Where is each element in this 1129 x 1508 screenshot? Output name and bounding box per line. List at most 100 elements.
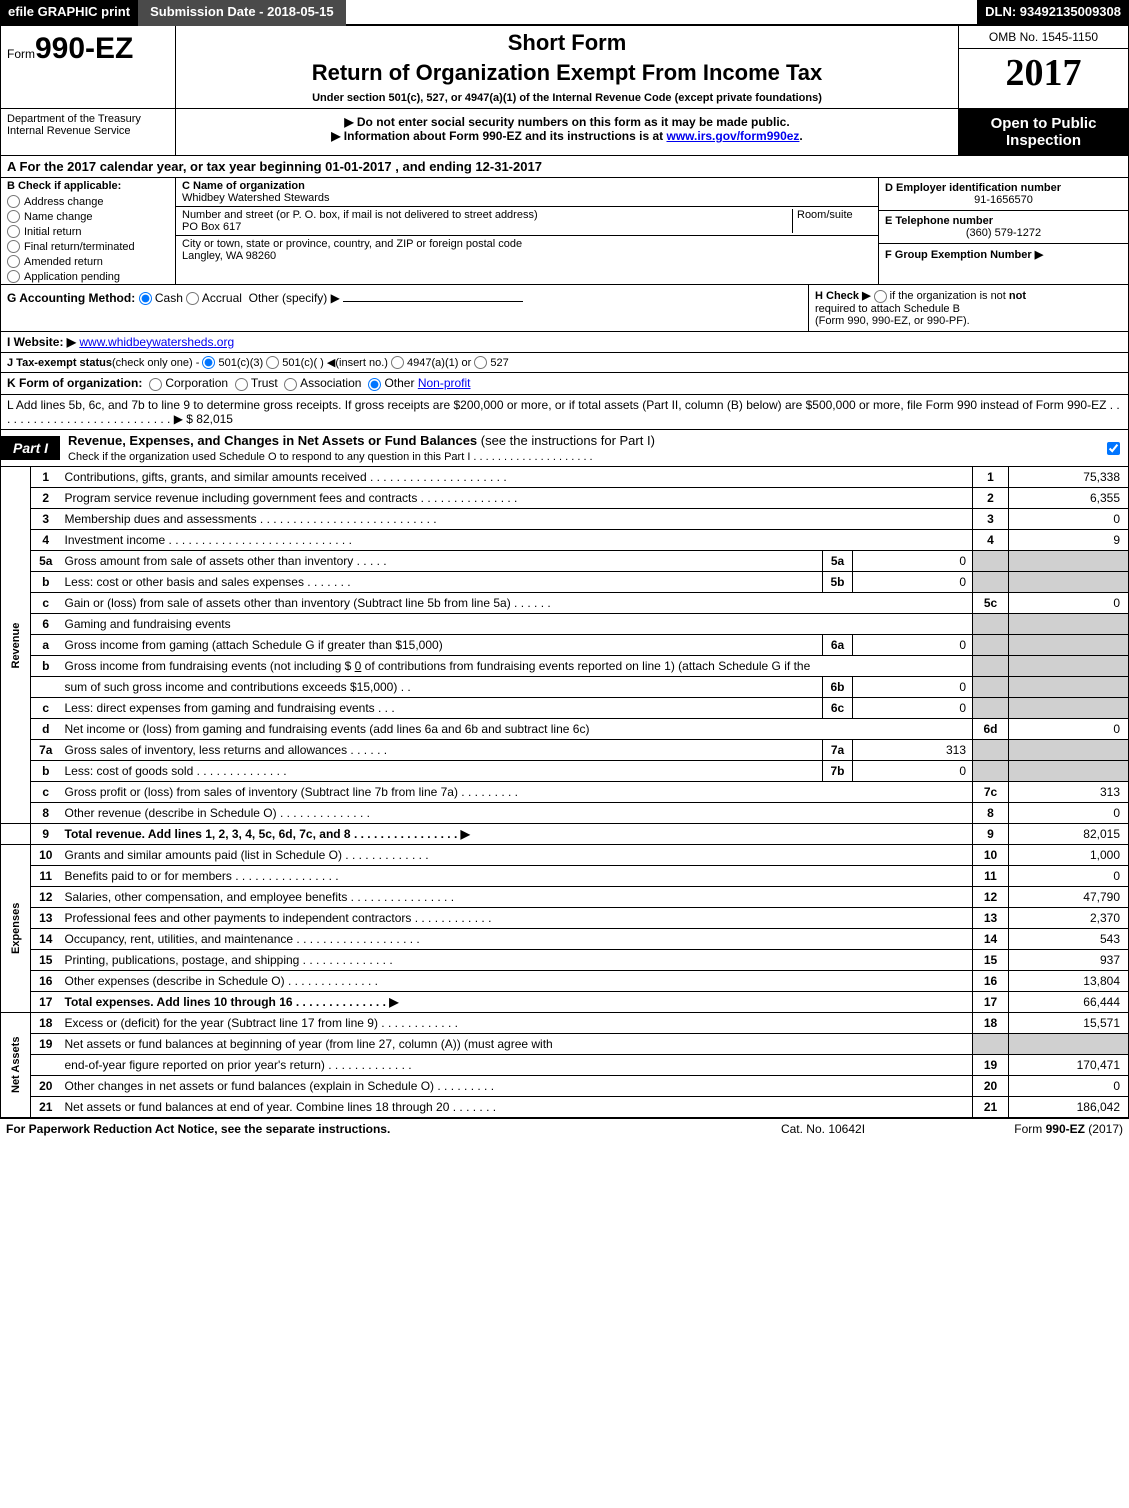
line-num: d [31, 718, 61, 739]
other-org-link[interactable]: Non-profit [418, 376, 471, 390]
section-g: G Accounting Method: Cash Accrual Other … [1, 285, 808, 331]
dln-label: DLN: 93492135009308 [977, 0, 1129, 26]
527-radio[interactable] [474, 356, 487, 369]
city-value: Langley, WA 98260 [182, 250, 276, 262]
row-g-h: G Accounting Method: Cash Accrual Other … [0, 285, 1129, 332]
form-header: Form990-EZ Short Form Return of Organiza… [0, 26, 1129, 109]
address-change-label: Address change [24, 196, 104, 208]
4947-label: 4947(a)(1) or [407, 357, 471, 369]
line-ref-grey [973, 739, 1009, 760]
line-ref: 11 [973, 865, 1009, 886]
subline-value: 0 [853, 676, 973, 697]
part-1-title-bold: Revenue, Expenses, and Changes in Net As… [68, 433, 477, 448]
net-assets-sidebar: Net Assets [1, 1012, 31, 1117]
501c-radio[interactable] [266, 356, 279, 369]
4947-radio[interactable] [391, 356, 404, 369]
submission-date-label: Submission Date - 2018-05-15 [138, 0, 346, 26]
other-org-radio[interactable] [368, 378, 381, 391]
final-return-radio[interactable] [7, 240, 20, 253]
line-num: c [31, 781, 61, 802]
line-ref: 6d [973, 718, 1009, 739]
line-desc: end-of-year figure reported on prior yea… [61, 1054, 973, 1075]
line-num: 12 [31, 886, 61, 907]
irs-link[interactable]: www.irs.gov/form990ez [666, 129, 799, 143]
schedule-b-radio[interactable] [874, 290, 887, 303]
line-num: 19 [31, 1033, 61, 1054]
line-value: 0 [1009, 1075, 1129, 1096]
section-c: C Name of organization Whidbey Watershed… [176, 178, 878, 284]
corporation-radio[interactable] [149, 378, 162, 391]
top-bar: efile GRAPHIC print Submission Date - 20… [0, 0, 1129, 26]
line-value: 543 [1009, 928, 1129, 949]
page-footer: For Paperwork Reduction Act Notice, see … [0, 1118, 1129, 1139]
line-num: a [31, 634, 61, 655]
line-value: 47,790 [1009, 886, 1129, 907]
address-change-radio[interactable] [7, 195, 20, 208]
line-desc: Printing, publications, postage, and shi… [61, 949, 973, 970]
name-change-radio[interactable] [7, 210, 20, 223]
initial-return-radio[interactable] [7, 225, 20, 238]
line-ref: 10 [973, 844, 1009, 865]
amended-return-radio[interactable] [7, 255, 20, 268]
table-row: 4Investment income . . . . . . . . . . .… [1, 529, 1129, 550]
part-1-checkbox[interactable] [1107, 442, 1120, 455]
line-ref-grey [973, 550, 1009, 571]
line-desc: Investment income . . . . . . . . . . . … [61, 529, 973, 550]
line-value: 0 [1009, 508, 1129, 529]
cash-label: Cash [155, 291, 183, 305]
part-1-checkbox-cell [1098, 440, 1128, 455]
line-num: 9 [31, 823, 61, 844]
table-row: 12Salaries, other compensation, and empl… [1, 886, 1129, 907]
website-link[interactable]: www.whidbeywatersheds.org [79, 335, 234, 349]
line-value-grey [1009, 697, 1129, 718]
trust-radio[interactable] [235, 378, 248, 391]
line-num: 13 [31, 907, 61, 928]
section-a-pre: A For the 2017 calendar year, or tax yea… [7, 159, 325, 174]
501c3-radio[interactable] [202, 356, 215, 369]
accrual-label: Accrual [202, 291, 242, 305]
subline-ref: 7b [823, 760, 853, 781]
line-ref-grey [973, 571, 1009, 592]
subline-value: 0 [853, 571, 973, 592]
line-ref: 15 [973, 949, 1009, 970]
table-row: 9Total revenue. Add lines 1, 2, 3, 4, 5c… [1, 823, 1129, 844]
line-ref: 2 [973, 487, 1009, 508]
corporation-label: Corporation [165, 376, 228, 390]
initial-return-label: Initial return [24, 226, 81, 238]
part-1-label: Part I [1, 436, 60, 460]
application-pending-radio[interactable] [7, 270, 20, 283]
line-ref-grey [973, 760, 1009, 781]
subline-ref: 5b [823, 571, 853, 592]
association-radio[interactable] [284, 378, 297, 391]
trust-label: Trust [251, 376, 278, 390]
line-num: 16 [31, 970, 61, 991]
line-num: 8 [31, 802, 61, 823]
line-ref: 21 [973, 1096, 1009, 1117]
part-1-table: Revenue 1Contributions, gifts, grants, a… [0, 467, 1129, 1118]
cash-radio[interactable] [139, 292, 152, 305]
line-value: 9 [1009, 529, 1129, 550]
part-1-header: Part I Revenue, Expenses, and Changes in… [0, 430, 1129, 467]
tax-exempt-sub: (check only one) - [112, 357, 199, 369]
line-desc: Program service revenue including govern… [61, 487, 973, 508]
table-row: cGain or (loss) from sale of assets othe… [1, 592, 1129, 613]
accrual-radio[interactable] [186, 292, 199, 305]
table-row: aGross income from gaming (attach Schedu… [1, 634, 1129, 655]
line-desc: Contributions, gifts, grants, and simila… [61, 467, 973, 488]
line-ref-grey [973, 697, 1009, 718]
efile-print-button[interactable]: efile GRAPHIC print [0, 0, 138, 26]
table-row: 2Program service revenue including gover… [1, 487, 1129, 508]
table-row: Revenue 1Contributions, gifts, grants, a… [1, 467, 1129, 488]
line-ref: 17 [973, 991, 1009, 1012]
subline-ref: 6b [823, 676, 853, 697]
table-row: 19Net assets or fund balances at beginni… [1, 1033, 1129, 1054]
section-b-label: B Check if applicable: [1, 178, 175, 194]
table-row: 14Occupancy, rent, utilities, and mainte… [1, 928, 1129, 949]
other-org-label: Other [384, 376, 414, 390]
line-num: 6 [31, 613, 61, 634]
line-desc: Less: cost or other basis and sales expe… [61, 571, 823, 592]
org-name: Whidbey Watershed Stewards [182, 192, 330, 204]
line-ref: 3 [973, 508, 1009, 529]
line-num: 18 [31, 1012, 61, 1033]
line-desc: Other changes in net assets or fund bala… [61, 1075, 973, 1096]
